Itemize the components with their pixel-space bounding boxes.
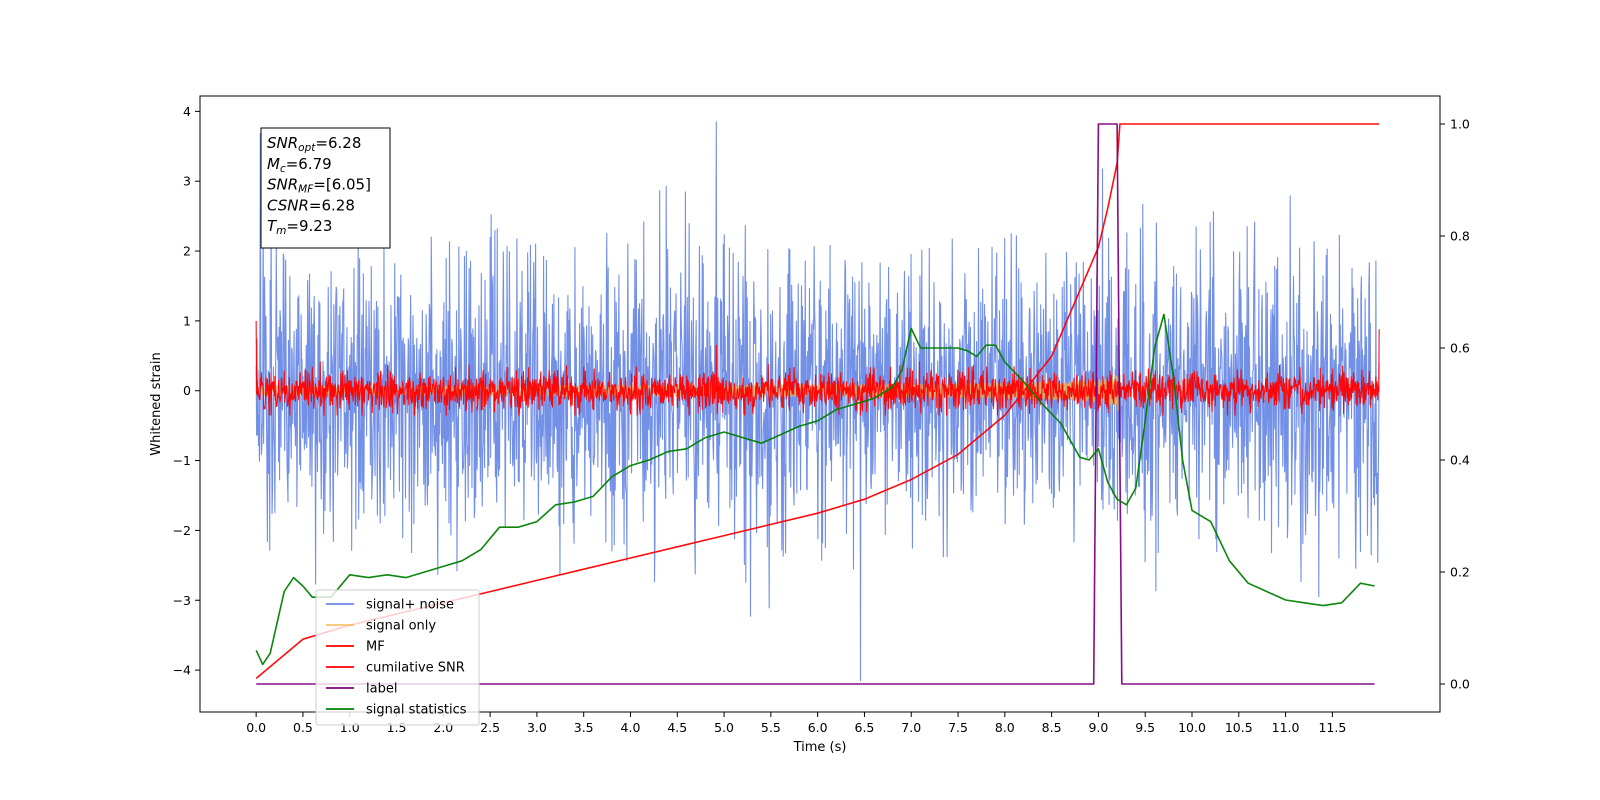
annotation-line: Mc=6.79 [267,155,332,175]
y-left-tick-label: −4 [173,663,191,678]
legend-label-signal-statistics: signal statistics [366,703,467,718]
x-tick-label: 4.0 [621,720,641,735]
x-tick-label: 11.5 [1318,720,1346,735]
legend-label-mf: MF [366,640,385,655]
y-right-tick-label: 0.2 [1450,565,1470,580]
y-left-tick-label: 0 [183,383,191,398]
x-tick-label: 6.0 [808,720,828,735]
y-left-tick-label: 1 [183,313,191,328]
x-tick-label: 0.0 [246,720,266,735]
annotation-line: SNRMF=[6.05] [267,176,371,196]
y-left-tick-label: −3 [173,593,191,608]
x-tick-label: 8.0 [995,720,1015,735]
annotation-line: Tm=9.23 [267,217,332,237]
y-axis-right: 1.0 0.8 0.6 0.4 0.2 0.0 [1440,117,1470,692]
y-right-tick-label: 0.6 [1450,341,1470,356]
legend-frame [315,589,480,726]
x-tick-label: 10.5 [1225,720,1253,735]
y-right-tick-label: 0.0 [1450,677,1470,692]
x-tick-label: 8.5 [1042,720,1062,735]
x-tick-label: 2.5 [480,720,500,735]
x-axis-label: Time (s) [793,740,847,755]
y-right-tick-label: 1.0 [1450,117,1470,132]
x-tick-label: 0.5 [293,720,313,735]
y-left-tick-label: −2 [173,523,191,538]
series-line-label [256,123,1375,685]
y-left-tick-label: −1 [173,453,191,468]
x-tick-label: 7.0 [901,720,921,735]
x-tick-label: 3.0 [527,720,547,735]
x-tick-label: 5.0 [714,720,734,735]
x-tick-label: 9.0 [1088,720,1108,735]
plot-frame [199,95,1441,713]
y-left-tick-label: 3 [183,174,191,189]
legend-label-label: label [366,682,397,697]
y-axis-left: 4 3 2 1 0 −1 −2 −3 −4 [173,104,200,678]
legend-label-signal-noise: signal+ noise [366,598,454,613]
legend-label-signal-only: signal only [366,619,436,634]
x-tick-label: 4.5 [667,720,687,735]
annotation-frame [260,127,391,249]
x-tick-label: 10.0 [1178,720,1206,735]
x-tick-label: 6.5 [855,720,875,735]
series-line-signal-noise [255,121,1380,682]
x-tick-label: 9.5 [1135,720,1155,735]
x-tick-label: 3.5 [574,720,594,735]
annotation-line: CSNR=6.28 [267,196,355,214]
series-line-signal-statistics [255,313,1375,666]
series-line-mf [255,320,1380,416]
annotation-line: SNRopt=6.28 [267,134,361,154]
x-tick-label: 11.0 [1272,720,1300,735]
y-right-tick-label: 0.8 [1450,229,1470,244]
y-axis-label: Whitened strain [149,352,164,455]
y-left-tick-label: 4 [183,104,191,119]
x-tick-label: 7.5 [948,720,968,735]
y-right-tick-label: 0.4 [1450,453,1470,468]
y-left-tick-label: 2 [183,244,191,259]
legend-label-cumilative-snr: cumilative SNR [366,661,465,676]
legend: signal+ noise signal only MF cumilative SNR… [315,589,480,726]
x-tick-label: 5.5 [761,720,781,735]
